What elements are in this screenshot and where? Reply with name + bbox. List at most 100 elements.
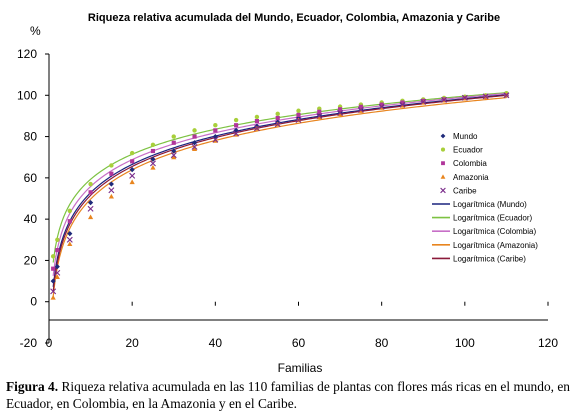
trendlines-layer — [52, 92, 507, 297]
data-point — [130, 159, 135, 164]
data-point — [440, 133, 446, 139]
legend: Mundo Ecuador Colombia Amazonia Caribe Logarí… — [432, 132, 538, 263]
data-point — [108, 193, 114, 199]
data-point — [192, 128, 197, 133]
data-point — [50, 294, 56, 300]
data-point — [66, 236, 73, 243]
data-point — [233, 117, 239, 123]
data-point — [191, 140, 198, 146]
data-point — [482, 93, 489, 100]
y-tick-label: 80 — [24, 130, 38, 144]
x-tick-label: 60 — [292, 336, 306, 350]
data-point — [378, 103, 385, 110]
data-point — [67, 208, 73, 214]
ticks-layer: 0 20 40 60 80 100 120 -20 0 20 40 60 80 100 120 — [17, 47, 558, 350]
data-point — [358, 104, 363, 109]
data-point — [296, 112, 301, 117]
data-point — [191, 143, 198, 150]
y-tick-label: 0 — [30, 295, 37, 309]
data-point — [441, 96, 448, 103]
chart: Riqueza relativa acumulada del Mundo, Ec… — [17, 12, 558, 375]
figure-caption-text: Riqueza relativa acumulada en las 110 fa… — [6, 379, 570, 411]
y-tick-label: 100 — [17, 88, 37, 102]
data-point — [87, 200, 94, 206]
data-point — [171, 154, 177, 160]
data-point — [50, 278, 56, 284]
data-point — [317, 109, 322, 114]
data-point — [55, 237, 60, 242]
legend-label: Ecuador — [453, 146, 483, 155]
x-tick-label: 40 — [209, 336, 223, 350]
data-point — [150, 142, 156, 148]
data-point — [295, 117, 302, 124]
data-point — [400, 100, 405, 105]
data-point — [87, 214, 94, 220]
legend-label: Logarítmica (Mundo) — [453, 200, 527, 209]
data-point — [440, 147, 446, 152]
legend-label: Colombia — [453, 159, 487, 168]
legend-label: Mundo — [453, 132, 478, 141]
data-point — [129, 172, 136, 179]
y-tick-label: 40 — [24, 212, 38, 226]
data-point — [212, 136, 219, 143]
data-point — [108, 181, 114, 187]
x-tick-label: 0 — [46, 336, 53, 350]
figure-caption-label: Figura 4. — [6, 379, 59, 394]
data-point — [440, 187, 446, 194]
x-tick-label: 120 — [538, 336, 558, 350]
legend-label: Logarítmica (Colombia) — [453, 227, 536, 236]
data-point — [51, 266, 56, 271]
legend-label: Caribe — [453, 186, 477, 195]
data-point — [275, 115, 280, 121]
data-point — [234, 123, 239, 128]
data-point — [129, 167, 135, 173]
data-point — [67, 241, 73, 246]
data-point — [54, 269, 61, 276]
y-tick-label: -20 — [20, 336, 38, 350]
trendline — [52, 92, 507, 263]
legend-label: Logarítmica (Ecuador) — [453, 214, 532, 223]
data-point — [54, 264, 60, 270]
y-tick-label: 20 — [24, 253, 38, 267]
data-point — [420, 98, 427, 105]
data-point — [129, 150, 135, 156]
data-point — [67, 230, 73, 237]
data-point — [50, 288, 57, 295]
data-point — [87, 205, 94, 212]
data-point — [192, 134, 197, 139]
data-point — [54, 274, 60, 280]
data-point — [191, 146, 198, 152]
legend-label: Amazonia — [453, 173, 489, 182]
y-axis-label: % — [30, 24, 41, 38]
data-point — [67, 219, 72, 224]
data-point — [441, 161, 445, 166]
trendline — [52, 92, 507, 276]
data-point — [213, 128, 218, 133]
data-point — [213, 123, 218, 128]
data-point — [109, 171, 114, 176]
data-point — [88, 190, 93, 195]
data-point — [171, 134, 176, 139]
data-point — [461, 94, 468, 101]
data-point — [171, 148, 177, 154]
data-point — [337, 109, 344, 116]
data-point — [274, 121, 281, 128]
data-point — [379, 102, 384, 107]
x-tick-label: 80 — [375, 336, 389, 350]
data-point — [296, 108, 301, 113]
x-tick-label: 100 — [455, 336, 475, 350]
data-point — [109, 163, 114, 168]
series-caribe — [50, 92, 510, 295]
figure-caption: Figura 4. Riqueza relativa acumulada en … — [6, 378, 572, 412]
data-point — [150, 148, 156, 154]
points-layer — [50, 91, 510, 300]
data-point — [357, 106, 364, 113]
data-point — [171, 140, 176, 145]
data-point — [275, 111, 280, 117]
data-point — [149, 160, 156, 167]
data-point — [55, 248, 60, 253]
data-point — [150, 164, 156, 170]
x-tick-label: 20 — [125, 336, 139, 350]
y-tick-label: 120 — [17, 47, 37, 61]
x-axis-label: Familias — [278, 361, 323, 375]
